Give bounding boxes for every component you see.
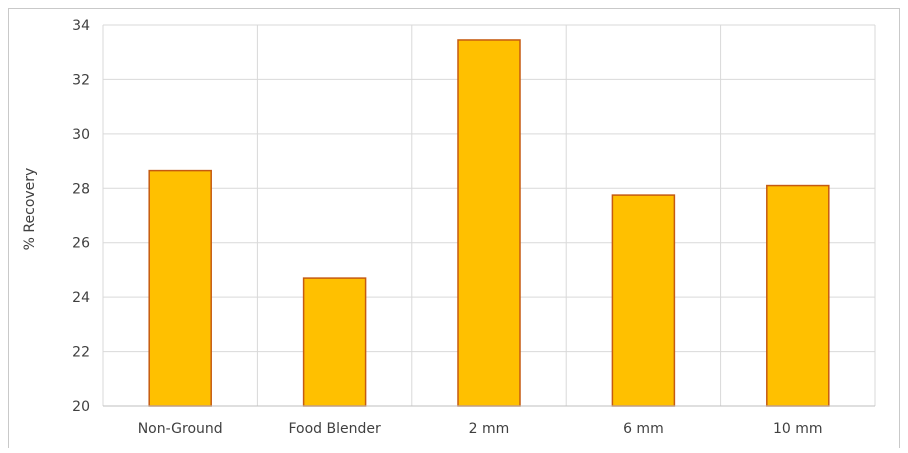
y-tick-label: 24 bbox=[72, 290, 90, 306]
bar-10-mm bbox=[766, 184, 830, 407]
x-tick-label: 2 mm bbox=[469, 421, 510, 437]
x-tick-label: Food Blender bbox=[288, 421, 381, 437]
chart-frame: 20 22 24 26 28 30 32 34 Non-Ground Food Blender 2 … bbox=[8, 8, 900, 448]
bar-2-mm bbox=[457, 39, 521, 407]
bar-non-ground bbox=[148, 169, 212, 407]
y-tick-label: 20 bbox=[72, 399, 90, 415]
axes: 20 22 24 26 28 30 32 34 Non-Ground Food Blender 2 … bbox=[72, 18, 875, 437]
y-axis-label: % Recovery bbox=[22, 168, 38, 251]
bars bbox=[148, 39, 830, 407]
y-tick-label: 30 bbox=[72, 127, 90, 143]
bar-chart: 20 22 24 26 28 30 32 34 Non-Ground Food Blender 2 … bbox=[22, 18, 876, 437]
bar-food-blender bbox=[302, 277, 367, 407]
y-tick-label: 28 bbox=[72, 181, 90, 197]
y-tick-label: 26 bbox=[72, 236, 90, 252]
y-tick-label: 34 bbox=[72, 18, 90, 34]
bar-6-mm bbox=[611, 194, 676, 407]
x-tick-label: 10 mm bbox=[773, 421, 823, 437]
x-tick-label: 6 mm bbox=[623, 421, 664, 437]
y-tick-label: 22 bbox=[72, 345, 90, 361]
x-tick-label: Non-Ground bbox=[138, 421, 223, 437]
y-tick-label: 32 bbox=[72, 72, 90, 88]
